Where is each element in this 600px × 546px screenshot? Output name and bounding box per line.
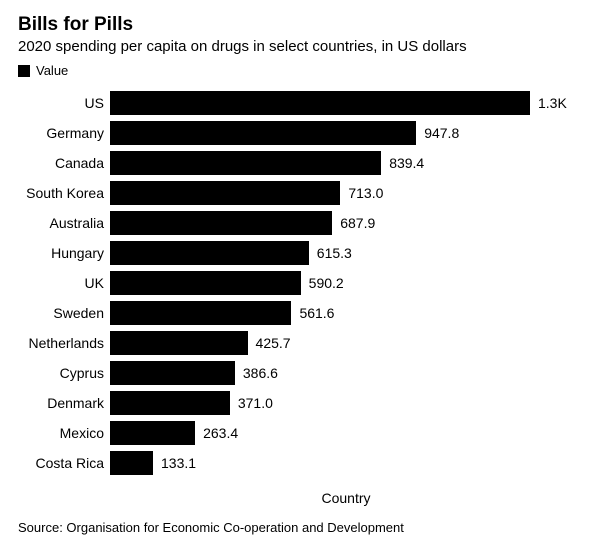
bar-row: South Korea 713.0 (18, 178, 582, 208)
axis-label-country: Country (110, 490, 582, 506)
bar-cell: 839.4 (110, 148, 582, 178)
bar (110, 331, 248, 355)
bar-row: UK 590.2 (18, 268, 582, 298)
bar (110, 391, 230, 415)
bar-row: Australia 687.9 (18, 208, 582, 238)
bar-row: Sweden 561.6 (18, 298, 582, 328)
bar-cell: 1.3K (110, 88, 582, 118)
bar-cell: 615.3 (110, 238, 582, 268)
value-label: 615.3 (317, 245, 352, 261)
value-label: 386.6 (243, 365, 278, 381)
category-label: Mexico (18, 425, 110, 441)
bar-cell: 947.8 (110, 118, 582, 148)
value-label: 839.4 (389, 155, 424, 171)
bar-cell: 590.2 (110, 268, 582, 298)
chart-title: Bills for Pills (18, 14, 582, 36)
chart-container: Bills for Pills 2020 spending per capita… (0, 0, 600, 546)
bar-cell: 386.6 (110, 358, 582, 388)
bar (110, 271, 301, 295)
bar (110, 301, 291, 325)
chart-legend: Value (18, 63, 582, 78)
bar-cell: 713.0 (110, 178, 582, 208)
category-label: Denmark (18, 395, 110, 411)
value-label: 590.2 (309, 275, 344, 291)
bar-cell: 133.1 (110, 448, 582, 478)
bar-row: Cyprus 386.6 (18, 358, 582, 388)
category-label: Germany (18, 125, 110, 141)
category-label: Canada (18, 155, 110, 171)
value-label: 425.7 (256, 335, 291, 351)
category-label: Netherlands (18, 335, 110, 351)
category-label: Australia (18, 215, 110, 231)
category-label: Costa Rica (18, 455, 110, 471)
bar-row: Denmark 371.0 (18, 388, 582, 418)
bar-row: Costa Rica 133.1 (18, 448, 582, 478)
bar-row: US 1.3K (18, 88, 582, 118)
value-label: 263.4 (203, 425, 238, 441)
category-label: US (18, 95, 110, 111)
bar (110, 451, 153, 475)
chart-source: Source: Organisation for Economic Co-ope… (18, 520, 582, 535)
bar-row: Germany 947.8 (18, 118, 582, 148)
value-label: 713.0 (348, 185, 383, 201)
value-label: 1.3K (538, 95, 567, 111)
bar (110, 181, 340, 205)
value-label: 371.0 (238, 395, 273, 411)
bar (110, 121, 416, 145)
bar (110, 211, 332, 235)
bar (110, 361, 235, 385)
value-label: 947.8 (424, 125, 459, 141)
bar-row: Netherlands 425.7 (18, 328, 582, 358)
legend-swatch (18, 65, 30, 77)
bar-row: Canada 839.4 (18, 148, 582, 178)
chart-plot-area: US 1.3K Germany 947.8 Canada 839.4 South Korea… (18, 88, 582, 478)
bar (110, 151, 381, 175)
value-label: 133.1 (161, 455, 196, 471)
bar-cell: 425.7 (110, 328, 582, 358)
bar (110, 91, 530, 115)
value-label: 687.9 (340, 215, 375, 231)
bar (110, 241, 309, 265)
bar-cell: 561.6 (110, 298, 582, 328)
bar-row: Mexico 263.4 (18, 418, 582, 448)
bar-cell: 371.0 (110, 388, 582, 418)
legend-label: Value (36, 63, 68, 78)
category-label: Hungary (18, 245, 110, 261)
category-label: Sweden (18, 305, 110, 321)
chart-subtitle: 2020 spending per capita on drugs in sel… (18, 38, 582, 55)
category-label: UK (18, 275, 110, 291)
category-label: South Korea (18, 185, 110, 201)
bar-row: Hungary 615.3 (18, 238, 582, 268)
bar-cell: 687.9 (110, 208, 582, 238)
bar-cell: 263.4 (110, 418, 582, 448)
bar (110, 421, 195, 445)
category-label: Cyprus (18, 365, 110, 381)
value-label: 561.6 (299, 305, 334, 321)
